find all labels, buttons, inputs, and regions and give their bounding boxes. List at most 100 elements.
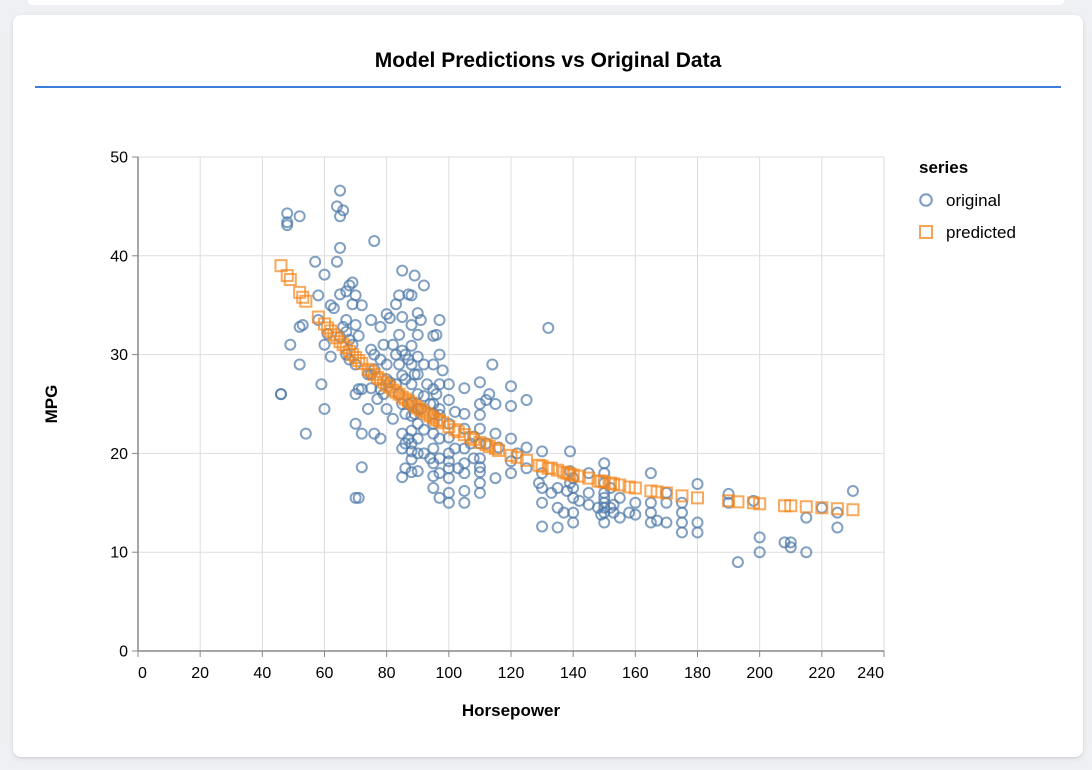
original-point: [691, 526, 704, 539]
original-point: [284, 338, 297, 351]
original-point: [458, 382, 471, 395]
predicted-point: [613, 478, 627, 492]
predicted-point: [299, 294, 313, 308]
original-point: [411, 447, 424, 460]
original-point: [334, 210, 347, 223]
original-point: [327, 302, 340, 315]
legend-title: series: [919, 158, 968, 177]
original-point: [831, 506, 844, 519]
predicted-point: [799, 500, 813, 514]
grid-lines: [138, 156, 885, 651]
original-point: [753, 546, 766, 559]
original-point: [433, 467, 446, 480]
y-tick-label: 0: [119, 644, 128, 661]
original-point: [411, 368, 424, 381]
original-point: [473, 376, 486, 389]
original-point: [564, 445, 577, 458]
page-title: Model Predictions vs Original Data: [374, 49, 722, 72]
original-point: [436, 364, 449, 377]
original-point: [473, 486, 486, 499]
original-point: [458, 407, 471, 420]
original-point: [343, 279, 356, 292]
original-point: [567, 516, 580, 529]
original-point: [846, 484, 859, 497]
predicted-point: [650, 485, 664, 499]
original-point: [467, 452, 480, 465]
original-point: [536, 520, 549, 533]
original-point: [483, 388, 496, 401]
original-point: [374, 320, 387, 333]
title-divider: [35, 86, 1061, 88]
original-point: [393, 358, 406, 371]
original-point: [551, 521, 564, 534]
original-point: [296, 318, 309, 331]
legend-item-original: original: [946, 191, 1001, 210]
x-tick-label: 220: [808, 665, 835, 682]
x-tick-label: 0: [138, 665, 147, 682]
legend: series original predicted: [919, 158, 1016, 242]
predicted-point: [675, 489, 689, 503]
original-point: [334, 288, 347, 301]
original-point: [417, 279, 430, 292]
x-tick-label: 140: [560, 665, 587, 682]
original-point: [396, 311, 409, 324]
original-point: [598, 457, 611, 470]
original-point: [405, 339, 418, 352]
original-point: [281, 216, 294, 229]
original-point: [505, 399, 517, 412]
original-point: [365, 314, 378, 327]
predicted-point: [846, 503, 860, 517]
predicted-point: [520, 453, 534, 467]
original-point: [458, 496, 471, 509]
original-point: [722, 487, 735, 500]
original-point: [675, 496, 688, 509]
x-tick-label: 240: [857, 665, 884, 682]
axes: 0 20 40 60 80 100 120 140 160 180 200 220 240 0 10 20 30…: [110, 150, 885, 682]
chart-card: Model Predictions vs Original Data 0 20 40…: [13, 15, 1083, 757]
original-point: [427, 481, 440, 494]
y-tick-label: 20: [110, 446, 128, 463]
y-tick-label: 10: [110, 545, 128, 562]
x-tick-label: 120: [498, 665, 525, 682]
predicted-point: [784, 499, 798, 513]
original-point: [520, 394, 533, 407]
original-point: [349, 318, 362, 331]
original-point: [800, 546, 813, 559]
original-point: [411, 328, 424, 341]
predicted-point: [488, 441, 502, 455]
predicted-point: [510, 450, 524, 464]
y-tick-label: 30: [110, 347, 128, 364]
x-tick-label: 60: [316, 665, 334, 682]
x-tick-label: 20: [191, 665, 209, 682]
original-point: [489, 472, 502, 485]
original-point: [489, 398, 502, 410]
predicted-point: [572, 469, 586, 483]
original-point: [346, 276, 359, 289]
original-point: [458, 484, 471, 497]
original-point: [324, 350, 337, 363]
original-point: [334, 241, 347, 254]
original-point: [299, 427, 312, 440]
original-point: [393, 328, 406, 341]
x-tick-label: 200: [746, 665, 773, 682]
original-point: [368, 234, 381, 247]
predicted-point: [296, 290, 310, 304]
original-point: [753, 531, 766, 544]
original-point: [784, 536, 797, 549]
original-point: [473, 477, 486, 490]
original-point: [405, 466, 418, 479]
original-point: [427, 358, 440, 371]
original-point: [613, 491, 626, 504]
original-point: [411, 465, 424, 478]
legend-item-predicted: predicted: [946, 223, 1016, 242]
y-tick-label: 40: [110, 248, 128, 265]
predicted-point: [628, 481, 642, 495]
original-point: [660, 516, 673, 529]
original-point: [293, 358, 306, 371]
scatter-chart: 0 20 40 60 80 100 120 140 160 180 200 220 240 0 10 20 30…: [42, 150, 1016, 721]
x-tick-label: 40: [253, 665, 271, 682]
original-point: [651, 514, 664, 527]
predicted-point: [691, 491, 704, 505]
predicted-point: [280, 269, 294, 283]
